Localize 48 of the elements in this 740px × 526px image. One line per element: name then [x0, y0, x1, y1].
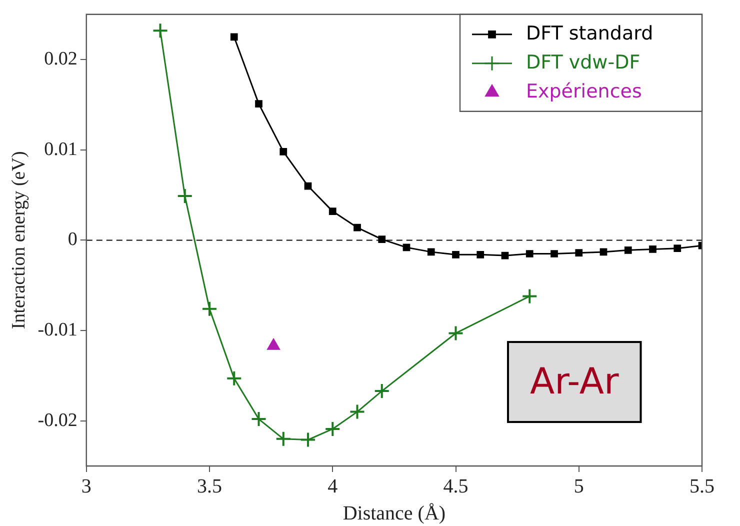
legend-label: Expériences [526, 80, 642, 102]
x-tick-label: 4 [328, 475, 338, 498]
point [374, 383, 390, 400]
point [255, 100, 262, 108]
point [324, 420, 341, 437]
point [378, 236, 386, 243]
point [649, 246, 656, 253]
point [526, 250, 534, 258]
point [250, 411, 267, 428]
y-tick-label: 0 [68, 229, 78, 250]
y-tick-label: -0.01 [38, 320, 78, 341]
point [176, 188, 193, 204]
point [522, 288, 538, 304]
y-axis-title: Interaction energy (eV) [8, 151, 30, 330]
point [230, 33, 238, 41]
point [624, 246, 632, 254]
x-tick-label: 5 [574, 475, 584, 498]
point [152, 22, 168, 39]
point [300, 432, 316, 448]
y-tick-label: 0.02 [44, 48, 78, 70]
point [402, 244, 410, 252]
point [600, 248, 608, 256]
legend-label: DFT standard [526, 22, 654, 44]
point [354, 224, 361, 232]
point [674, 244, 682, 252]
x-tick-label: 3 [81, 475, 92, 498]
point [550, 250, 558, 258]
point [226, 370, 242, 386]
x-axis-title: Distance (Å) [342, 502, 446, 524]
point [280, 148, 288, 156]
point [304, 182, 312, 190]
x-tick-label: 3.5 [197, 475, 222, 498]
point [452, 250, 460, 258]
point [448, 325, 464, 342]
x-tick-label: 4.5 [443, 475, 468, 498]
y-tick-label: -0.02 [38, 410, 78, 431]
point [427, 248, 435, 256]
point [501, 252, 509, 260]
point [275, 430, 292, 447]
x-tick-label: 5.5 [690, 475, 714, 498]
point [575, 249, 583, 257]
annotation: Ar-Ar [530, 361, 619, 402]
point [328, 208, 336, 215]
point [202, 300, 218, 317]
point [349, 404, 366, 420]
legend-label: DFT vdw-DF [526, 51, 640, 74]
y-tick-label: 0.01 [44, 138, 78, 160]
point [476, 250, 484, 258]
